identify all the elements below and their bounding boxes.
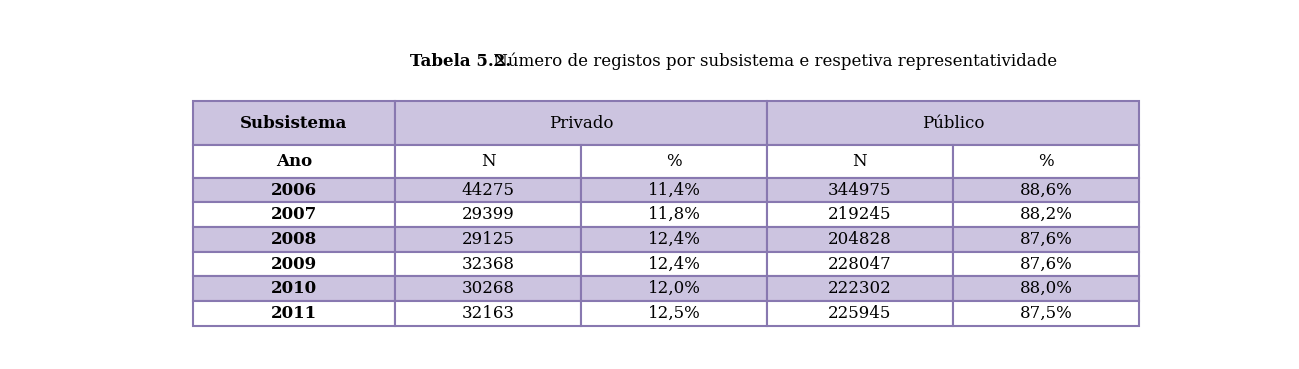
Bar <box>192 227 395 252</box>
Text: N: N <box>852 153 868 170</box>
Text: 228047: 228047 <box>827 255 892 273</box>
Bar <box>581 276 766 301</box>
Text: 2007: 2007 <box>270 206 317 223</box>
Text: Ano: Ano <box>275 153 312 170</box>
Bar <box>953 178 1139 203</box>
Text: 32368: 32368 <box>461 255 514 273</box>
Text: 2011: 2011 <box>270 305 317 322</box>
Text: 12,0%: 12,0% <box>647 280 700 297</box>
Bar <box>953 227 1139 252</box>
Bar <box>395 101 766 145</box>
Text: 12,4%: 12,4% <box>647 255 700 273</box>
Bar <box>766 252 953 276</box>
Bar <box>192 178 395 203</box>
Text: Número de registos por subsistema e respetiva representatividade: Número de registos por subsistema e resp… <box>488 53 1057 70</box>
Bar <box>581 178 766 203</box>
Bar <box>953 252 1139 276</box>
Bar <box>192 301 395 325</box>
Bar <box>581 145 766 178</box>
Text: 30268: 30268 <box>461 280 514 297</box>
Text: 87,6%: 87,6% <box>1020 231 1072 248</box>
Text: 11,4%: 11,4% <box>647 182 700 199</box>
Bar <box>953 301 1139 325</box>
Text: 32163: 32163 <box>461 305 514 322</box>
Bar <box>766 276 953 301</box>
Bar <box>192 252 395 276</box>
Bar <box>395 145 581 178</box>
Text: 225945: 225945 <box>829 305 891 322</box>
Bar <box>766 203 953 227</box>
Text: 2010: 2010 <box>270 280 317 297</box>
Text: 11,8%: 11,8% <box>647 206 700 223</box>
Bar <box>395 178 581 203</box>
Text: 2006: 2006 <box>270 182 317 199</box>
Bar <box>953 276 1139 301</box>
Text: 219245: 219245 <box>829 206 891 223</box>
Text: 29125: 29125 <box>461 231 514 248</box>
Text: %: % <box>1038 153 1053 170</box>
Bar <box>953 203 1139 227</box>
Text: 88,6%: 88,6% <box>1020 182 1072 199</box>
Bar <box>395 227 581 252</box>
Text: Privado: Privado <box>548 115 613 132</box>
Bar <box>581 203 766 227</box>
Text: 12,4%: 12,4% <box>647 231 700 248</box>
Text: 88,2%: 88,2% <box>1020 206 1073 223</box>
Text: Público: Público <box>922 115 985 132</box>
Text: 29399: 29399 <box>461 206 514 223</box>
Bar <box>192 203 395 227</box>
Bar <box>766 145 953 178</box>
Text: 2008: 2008 <box>270 231 317 248</box>
Bar <box>192 145 395 178</box>
Text: 344975: 344975 <box>829 182 891 199</box>
Text: 88,0%: 88,0% <box>1020 280 1073 297</box>
Text: 2009: 2009 <box>270 255 317 273</box>
Text: Subsistema: Subsistema <box>240 115 347 132</box>
Text: 204828: 204828 <box>827 231 892 248</box>
Bar <box>581 252 766 276</box>
Bar <box>192 276 395 301</box>
Text: %: % <box>666 153 682 170</box>
Bar <box>766 178 953 203</box>
Text: 12,5%: 12,5% <box>648 305 700 322</box>
Text: 87,6%: 87,6% <box>1020 255 1072 273</box>
Text: 222302: 222302 <box>827 280 892 297</box>
Bar <box>395 203 581 227</box>
Bar <box>766 101 1139 145</box>
Text: 44275: 44275 <box>461 182 514 199</box>
Bar <box>766 301 953 325</box>
Bar <box>395 301 581 325</box>
Bar <box>192 101 395 145</box>
Bar <box>581 227 766 252</box>
Bar <box>581 301 766 325</box>
Bar <box>395 252 581 276</box>
Bar <box>953 145 1139 178</box>
Text: 87,5%: 87,5% <box>1020 305 1072 322</box>
Bar <box>395 276 581 301</box>
Bar <box>766 227 953 252</box>
Text: Tabela 5.2.: Tabela 5.2. <box>409 53 511 70</box>
Text: N: N <box>481 153 495 170</box>
